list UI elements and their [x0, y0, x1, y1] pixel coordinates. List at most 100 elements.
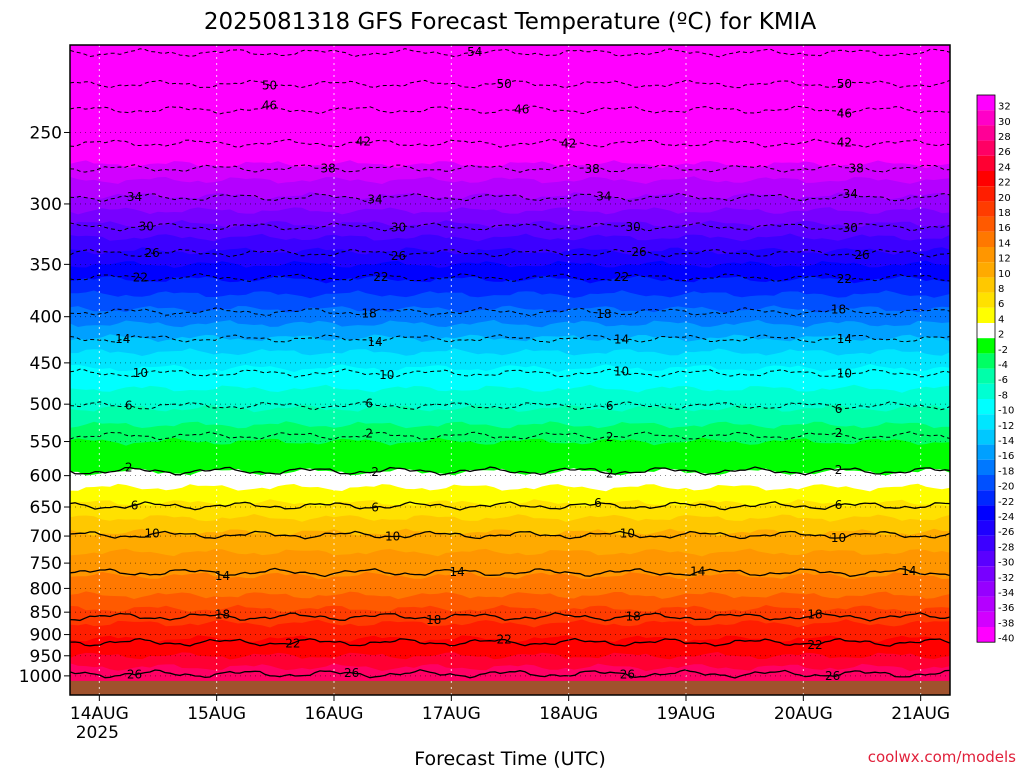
colorbar-label: -6 [998, 375, 1008, 386]
colorbar-swatch [977, 277, 995, 293]
colorbar-swatch [977, 596, 995, 612]
contour-label: 6 [371, 500, 379, 514]
x-tick-label: 18AUG [539, 704, 598, 724]
contour-label: 6 [125, 399, 133, 413]
contour-label: 10 [614, 365, 629, 379]
contour-line [70, 567, 950, 578]
y-tick-label: 300 [30, 195, 62, 215]
contour-label: 38 [584, 162, 599, 176]
colorbar-swatch [977, 581, 995, 597]
colorbar-label: 26 [998, 147, 1011, 158]
colorbar-swatch [977, 611, 995, 627]
contour-label: 34 [127, 190, 142, 204]
contour-label: 2 [835, 426, 843, 440]
colorbar-label: -40 [998, 634, 1014, 645]
contour-label: 22 [837, 272, 852, 286]
contour-label: 6 [835, 402, 843, 416]
contour-label: 6 [131, 498, 139, 512]
colorbar-label: -36 [998, 603, 1014, 614]
x-tick-label: 17AUG [422, 704, 481, 724]
colorbar-swatch [977, 95, 995, 111]
colorbar: 32 30 28 26 24 22 20 18 16 14 12 10 8 6 4 2 -2 -4 -6 -8 -10 -… [976, 94, 1014, 645]
colorbar-label: -12 [998, 421, 1014, 432]
colorbar-label: -24 [998, 512, 1014, 523]
colorbar-label: 18 [998, 208, 1011, 219]
credit-link[interactable]: coolwx.com/models [868, 748, 1016, 766]
colorbar-label: -10 [998, 406, 1014, 417]
ground-surface [70, 680, 950, 695]
y-tick-label: 450 [30, 354, 62, 374]
colorbar-label: 6 [998, 299, 1004, 310]
y-axis: 250 300 350 400 450 500 550 600 650 700 750 800 850 9… [19, 123, 70, 687]
colorbar-swatch [977, 323, 995, 339]
colorbar-label: 8 [998, 284, 1004, 295]
band--54 [70, 45, 950, 49]
contour-label: 6 [835, 498, 843, 512]
colorbar-swatch [977, 292, 995, 308]
colorbar-label: -4 [998, 360, 1008, 371]
colorbar-label: -32 [998, 573, 1014, 584]
colorbar-swatch [977, 475, 995, 491]
colorbar-swatch [977, 459, 995, 475]
contour-label: 18 [362, 307, 377, 321]
colorbar-label: -16 [998, 451, 1014, 462]
x-tick-label: 20AUG [774, 704, 833, 724]
contour-label: 26 [391, 249, 406, 263]
contour-label: 18 [426, 613, 441, 627]
contour-label: 14 [115, 332, 130, 346]
contour-label: 6 [365, 397, 373, 411]
colorbar-swatch [977, 429, 995, 445]
contour-label: 42 [837, 136, 852, 150]
contour-line [70, 612, 950, 622]
contour-label: 14 [367, 335, 382, 349]
x-tick-label: 19AUG [657, 704, 716, 724]
colorbar-swatch [977, 383, 995, 399]
y-tick-label: 350 [30, 255, 62, 275]
contour-label: 14 [450, 565, 465, 579]
colorbar-label: -14 [998, 436, 1014, 447]
colorbar-label: -30 [998, 558, 1014, 569]
colorbar-label: -8 [998, 390, 1008, 401]
contour-line [70, 530, 950, 540]
contour-label: 14 [614, 333, 629, 347]
contour-label: 34 [367, 192, 382, 206]
contour-label: 2 [125, 460, 133, 474]
y-tick-label: 400 [30, 308, 62, 328]
contour-label: 6 [606, 399, 614, 413]
contour-label: 10 [379, 368, 394, 382]
x-tick-label: 14AUG [70, 704, 129, 724]
colorbar-label: 16 [998, 223, 1011, 234]
colorbar-swatch [977, 414, 995, 430]
contour-label: 10 [831, 531, 846, 545]
colorbar-label: -22 [998, 497, 1014, 508]
y-tick-label: 550 [30, 433, 62, 453]
contour-label: 50 [496, 77, 511, 91]
contour-label: 6 [594, 496, 602, 510]
colorbar-swatch [977, 520, 995, 536]
contour-label: 18 [596, 307, 611, 321]
contour-line [70, 222, 950, 232]
colorbar-swatch [977, 535, 995, 551]
grid-lines [70, 45, 950, 695]
colorbar-swatch [977, 353, 995, 369]
contour-label: 30 [626, 220, 641, 234]
contour-label: 14 [837, 332, 852, 346]
colorbar-label: -28 [998, 542, 1014, 553]
colorbar-swatch [977, 262, 995, 278]
contour-label: 30 [391, 221, 406, 235]
contour-label: 14 [215, 569, 230, 583]
contour-label: 18 [807, 607, 822, 621]
colorbar-label: -18 [998, 466, 1014, 477]
contour-line [70, 307, 950, 317]
colorbar-label: 30 [998, 117, 1011, 128]
x-tick-label: 15AUG [187, 704, 246, 724]
colorbar-label: -20 [998, 482, 1014, 493]
y-tick-label: 750 [30, 554, 62, 574]
colorbar-swatch [977, 125, 995, 141]
colorbar-swatch [977, 171, 995, 187]
contour-line [70, 334, 950, 343]
contour-label: 2 [606, 466, 614, 480]
contour-label: 2 [365, 427, 373, 441]
